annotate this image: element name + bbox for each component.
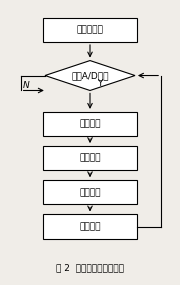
FancyBboxPatch shape bbox=[43, 18, 137, 42]
FancyBboxPatch shape bbox=[43, 180, 137, 205]
Text: 数据输出: 数据输出 bbox=[79, 222, 101, 231]
Text: 数值滤波: 数值滤波 bbox=[79, 154, 101, 163]
Text: 图 2  数据处理程序流程图: 图 2 数据处理程序流程图 bbox=[56, 263, 124, 272]
FancyBboxPatch shape bbox=[43, 214, 137, 239]
Text: 读取数据: 读取数据 bbox=[79, 119, 101, 129]
Text: 数据处理: 数据处理 bbox=[79, 188, 101, 197]
Text: 系统初始化: 系统初始化 bbox=[76, 25, 104, 34]
FancyBboxPatch shape bbox=[43, 112, 137, 136]
Text: Y: Y bbox=[97, 79, 103, 88]
FancyBboxPatch shape bbox=[43, 146, 137, 170]
Polygon shape bbox=[45, 61, 135, 91]
Text: 查询A/D状态: 查询A/D状态 bbox=[71, 71, 109, 80]
Text: N: N bbox=[22, 81, 29, 90]
